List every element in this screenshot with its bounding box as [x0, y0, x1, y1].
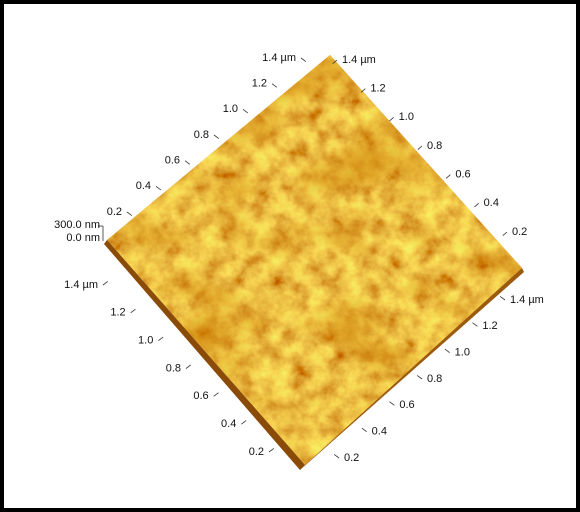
axis-label: 0.6 — [399, 399, 414, 411]
axis-label: 1.0 — [223, 103, 238, 115]
axis-tick — [185, 364, 192, 369]
axis-label: 0.4 — [136, 180, 151, 192]
axis-label: 0.6 — [193, 390, 208, 402]
axis-tick — [389, 117, 394, 122]
axis-tick — [126, 211, 133, 216]
axis-label: 1.4 µm — [510, 294, 544, 306]
axis-label: 0.8 — [166, 362, 181, 374]
axis-tick — [102, 281, 109, 286]
axis-tick — [271, 83, 278, 88]
surface — [107, 55, 522, 465]
axis-label: 1.4 µm — [342, 54, 376, 66]
z-label: 300.0 nm — [54, 219, 100, 231]
axis-label: 0.2 — [249, 446, 264, 458]
axis-label: 0.4 — [221, 418, 236, 430]
axis-tick — [184, 160, 191, 165]
axis-label: 1.2 — [370, 83, 385, 95]
axis-tick — [417, 145, 423, 150]
axis-tick — [213, 392, 219, 397]
axis-tick — [389, 401, 395, 406]
axis-tick — [474, 203, 479, 208]
axis-tick — [499, 296, 506, 301]
axis-label: 0.8 — [194, 129, 209, 141]
axis-tick — [242, 109, 249, 114]
axis-label: 0.2 — [107, 206, 122, 218]
axis-label: 1.2 — [252, 78, 267, 90]
axis-tick — [130, 308, 136, 314]
axis-tick — [241, 420, 247, 425]
axis-label: 1.2 — [110, 307, 125, 319]
axis-tick — [332, 59, 338, 64]
axis-label: 1.4 µm — [262, 52, 296, 64]
axis-label: 1.0 — [138, 335, 153, 347]
axis-tick — [361, 427, 367, 432]
axis-tick — [213, 134, 220, 139]
axis-label: 0.4 — [484, 197, 499, 209]
axis-label: 1.0 — [455, 347, 470, 359]
axis-tick — [444, 348, 450, 353]
axis-tick — [155, 186, 162, 191]
axis-tick — [360, 88, 366, 93]
axis-label: 0.6 — [455, 169, 470, 181]
axis-label: 0.6 — [165, 155, 180, 167]
axis-label: 1.2 — [482, 320, 497, 332]
axis-label: 0.4 — [372, 426, 387, 438]
axis-tick — [333, 454, 340, 459]
axis-label: 0.2 — [512, 226, 527, 238]
axis-tick — [472, 322, 478, 327]
axis-label: 0.2 — [344, 452, 359, 464]
axis-tick — [416, 375, 423, 380]
surface-edge — [300, 268, 524, 470]
axis-tick — [502, 231, 508, 236]
z-label: 0.0 nm — [66, 232, 100, 244]
surface-edge — [104, 240, 305, 470]
axis-tick — [268, 448, 275, 453]
axis-tick — [445, 174, 451, 179]
axis-tick — [158, 336, 164, 341]
axis-label: 1.0 — [399, 111, 414, 123]
axis-label: 0.8 — [427, 140, 442, 152]
axis-label: 1.4 µm — [64, 279, 98, 291]
axis-label: 0.8 — [427, 373, 442, 385]
axis-tick — [300, 57, 307, 62]
